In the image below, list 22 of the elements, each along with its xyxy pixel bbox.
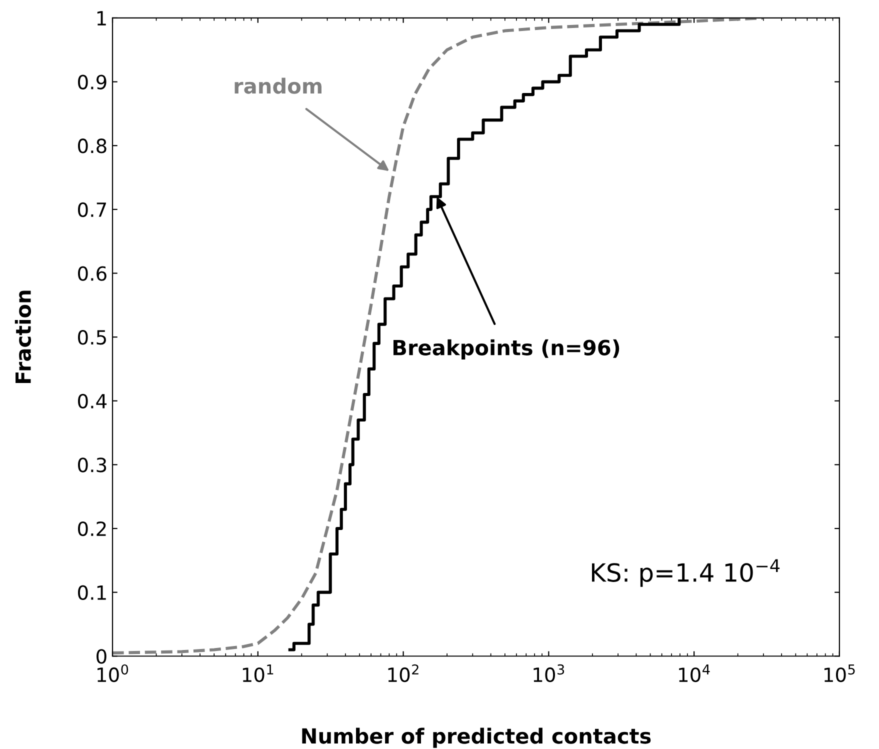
y-tick-label: 0.3 [78,458,106,472]
y-tick-label: 0.9 [78,74,106,90]
annotation: KS: p=1.4 10$^{−4}$ [592,559,780,587]
x-tick-label: 10$^{0}$ [98,664,128,682]
y-tick-label: 0.6 [78,266,106,281]
y-tick-label: 0.1 [78,585,106,600]
y-tick-label: 0.8 [78,138,106,154]
x-tick-label: 10$^{2}$ [388,664,418,682]
annotation: random [234,78,322,94]
y-tick-label: 0.5 [78,330,106,345]
y-tick-label: 0.7 [78,202,106,218]
x-tick-label: 10$^{5}$ [824,664,855,682]
y-axis-title: Fraction [14,290,32,384]
annotation: Breakpoints (n=96) [393,339,620,360]
y-tick-label: 1 [97,11,106,26]
x-axis-title: Number of predicted contacts [302,728,651,748]
y-tick-label: 0.4 [78,394,107,409]
y-tick-label: 0 [96,649,106,664]
x-tick-label: 10$^{3}$ [534,664,564,682]
y-tick-label: 0.2 [78,521,106,536]
x-tick-label: 10$^{1}$ [242,664,274,682]
x-tick-label: 10$^{4}$ [679,664,710,682]
